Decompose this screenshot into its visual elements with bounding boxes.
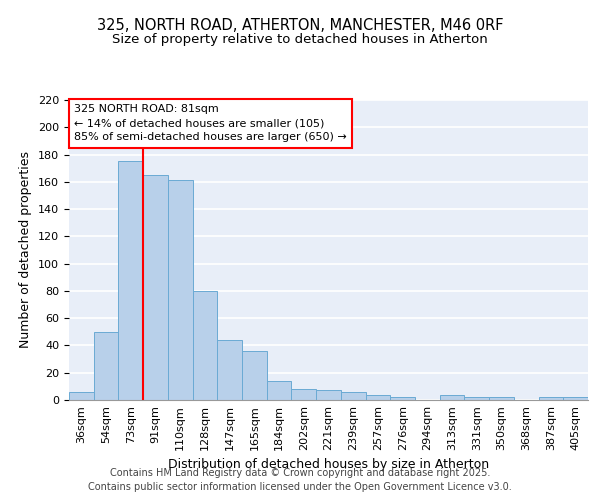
Bar (390, 398, 415, 400)
Bar (69, 392, 94, 400)
Bar (563, 398, 588, 400)
Bar (539, 398, 563, 400)
Bar (168, 180, 193, 400)
Bar (292, 389, 316, 400)
Bar (217, 340, 242, 400)
Text: 325, NORTH ROAD, ATHERTON, MANCHESTER, M46 0RF: 325, NORTH ROAD, ATHERTON, MANCHESTER, M… (97, 18, 503, 32)
Bar (242, 351, 267, 400)
Bar (464, 398, 489, 400)
Bar (440, 394, 464, 400)
Bar (118, 162, 143, 400)
Bar (316, 390, 341, 400)
Bar (267, 381, 292, 400)
X-axis label: Distribution of detached houses by size in Atherton: Distribution of detached houses by size … (168, 458, 489, 471)
Bar (143, 175, 168, 400)
Bar (193, 291, 217, 400)
Text: 325 NORTH ROAD: 81sqm
← 14% of detached houses are smaller (105)
85% of semi-det: 325 NORTH ROAD: 81sqm ← 14% of detached … (74, 104, 347, 142)
Bar (365, 394, 390, 400)
Text: Size of property relative to detached houses in Atherton: Size of property relative to detached ho… (112, 32, 488, 46)
Y-axis label: Number of detached properties: Number of detached properties (19, 152, 32, 348)
Bar (489, 398, 514, 400)
Text: Contains HM Land Registry data © Crown copyright and database right 2025.
Contai: Contains HM Land Registry data © Crown c… (88, 468, 512, 492)
Bar (94, 332, 118, 400)
Bar (341, 392, 365, 400)
